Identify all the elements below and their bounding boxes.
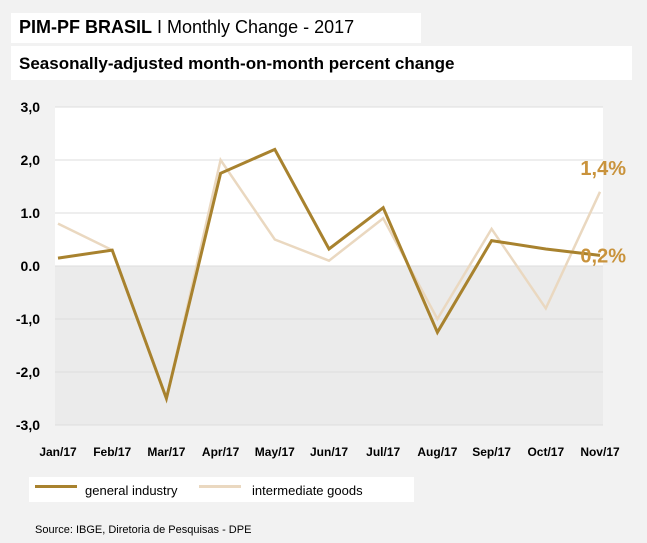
x-tick-label: Feb/17 bbox=[93, 445, 131, 459]
x-tick-label: May/17 bbox=[255, 445, 295, 459]
end-label-intermediate-goods: 1,4% bbox=[580, 158, 626, 180]
subtitle-box: Seasonally-adjusted month-on-month perce… bbox=[11, 46, 632, 80]
legend: general industry intermediate goods bbox=[29, 477, 414, 502]
title-rest: I Monthly Change - 2017 bbox=[152, 17, 355, 37]
x-tick-label: Jul/17 bbox=[366, 445, 400, 459]
x-tick-label: Oct/17 bbox=[527, 445, 564, 459]
title-box: PIM-PF BRASIL I Monthly Change - 2017 bbox=[11, 13, 421, 43]
y-tick-label: 1.0 bbox=[21, 205, 41, 221]
y-tick-label: -2,0 bbox=[16, 364, 40, 380]
y-tick-label: -1,0 bbox=[16, 311, 40, 327]
chart-subtitle: Seasonally-adjusted month-on-month perce… bbox=[19, 54, 455, 73]
end-label-general-industry: 0,2% bbox=[580, 245, 626, 267]
y-tick-label: -3,0 bbox=[16, 417, 40, 433]
plot-area-positive bbox=[55, 107, 603, 266]
legend-swatch-intermediate-goods bbox=[199, 485, 241, 488]
source-note: Source: IBGE, Diretoria de Pesquisas - D… bbox=[35, 524, 252, 536]
legend-label-intermediate-goods: intermediate goods bbox=[252, 483, 363, 498]
title-bold: PIM-PF BRASIL bbox=[19, 17, 152, 37]
x-tick-label: Mar/17 bbox=[147, 445, 185, 459]
x-tick-label: Nov/17 bbox=[580, 445, 620, 459]
y-tick-label: 0.0 bbox=[21, 258, 41, 274]
x-tick-label: Aug/17 bbox=[417, 445, 457, 459]
legend-swatch-general-industry bbox=[35, 485, 77, 488]
plot-area-negative bbox=[55, 266, 603, 425]
x-tick-label: Jan/17 bbox=[39, 445, 77, 459]
y-tick-label: 3,0 bbox=[21, 99, 41, 115]
x-tick-label: Apr/17 bbox=[202, 445, 240, 459]
x-tick-label: Jun/17 bbox=[310, 445, 348, 459]
x-tick-label: Sep/17 bbox=[472, 445, 511, 459]
chart-title: PIM-PF BRASIL I Monthly Change - 2017 bbox=[19, 17, 354, 38]
y-tick-label: 2,0 bbox=[21, 152, 41, 168]
legend-label-general-industry: general industry bbox=[85, 483, 178, 498]
